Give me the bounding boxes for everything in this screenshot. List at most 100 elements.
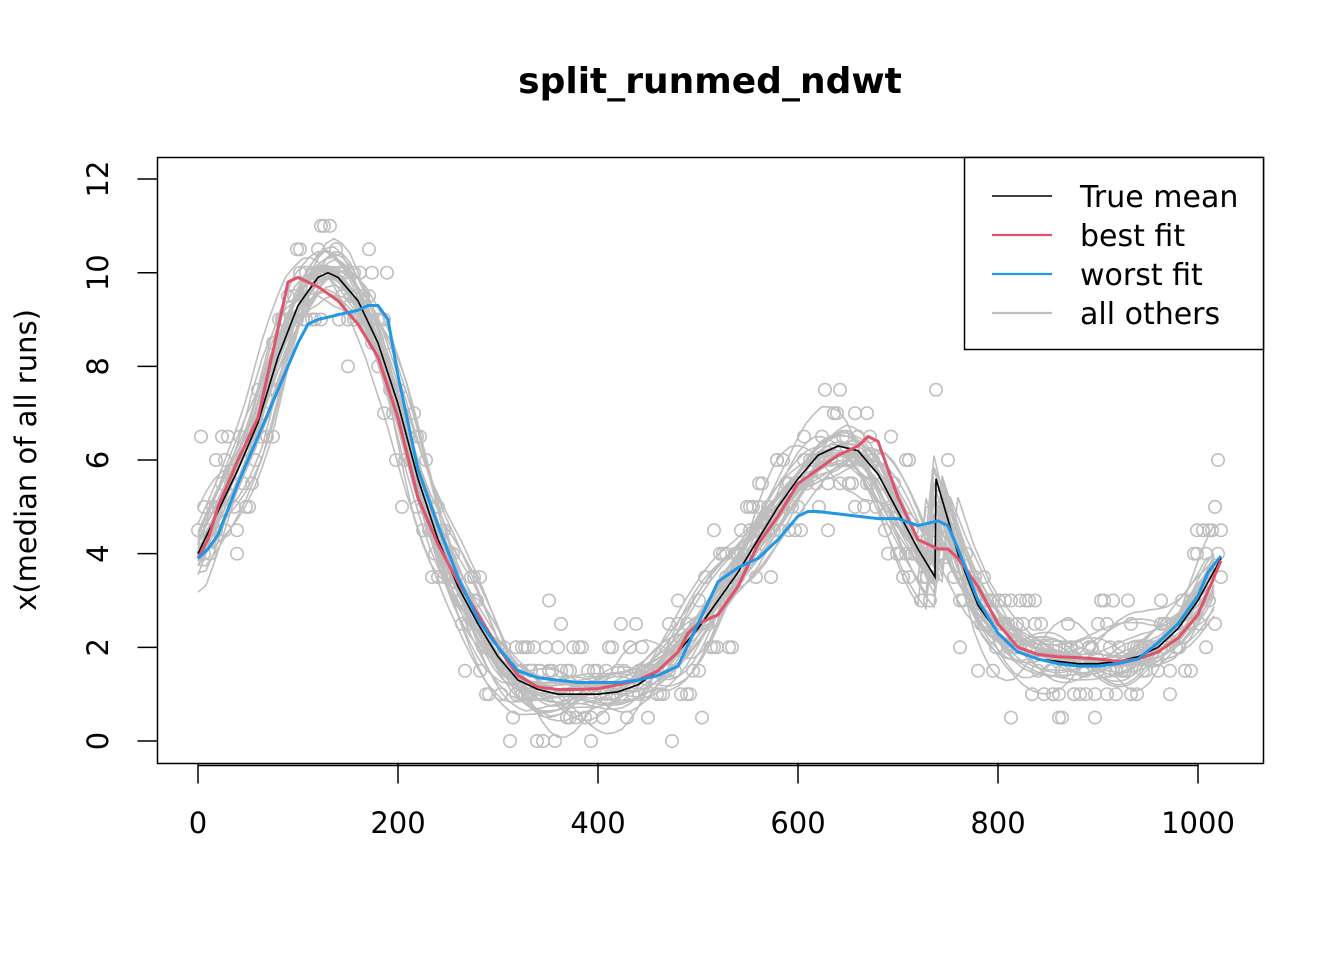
other-run-line <box>197 245 1215 719</box>
observation-point <box>541 593 556 608</box>
observation-point <box>550 640 565 655</box>
observation-point <box>847 406 862 421</box>
observation-point <box>502 733 517 748</box>
observation-point <box>601 640 616 655</box>
observation-point <box>1055 710 1070 725</box>
observation-point <box>1003 710 1018 725</box>
observation-point <box>340 359 355 374</box>
observation-point <box>493 687 508 702</box>
observation-point <box>940 452 955 467</box>
observation-point <box>1208 499 1223 514</box>
observation-point <box>787 523 802 538</box>
other-run-line <box>197 270 1215 722</box>
observation-point <box>1073 687 1088 702</box>
observation-point <box>1012 593 1027 608</box>
x-axis: 0 200 400 600 800 1000 <box>189 763 1235 840</box>
observation-point <box>316 218 331 233</box>
legend: True mean best fit worst fit all others <box>963 156 1265 351</box>
y-tick-label: 10 <box>81 254 115 291</box>
observation-point <box>928 382 943 397</box>
observation-point <box>1130 687 1145 702</box>
legend-box <box>963 156 1265 351</box>
observation-point <box>1052 710 1067 725</box>
observation-point <box>1214 523 1229 538</box>
observation-point <box>1079 687 1094 702</box>
observation-point <box>817 382 832 397</box>
observation-point <box>628 616 643 631</box>
observation-point <box>230 546 245 561</box>
observation-point <box>1028 616 1043 631</box>
series-layer <box>196 271 1223 695</box>
observation-point <box>985 663 1000 678</box>
y-tick-label: 12 <box>81 161 115 198</box>
legend-label: worst fit <box>1080 258 1203 293</box>
observation-point <box>565 640 580 655</box>
observation-point <box>1124 616 1139 631</box>
observation-point <box>1184 663 1199 678</box>
observation-point <box>1088 687 1103 702</box>
observation-point <box>847 499 862 514</box>
x-tick-label: 400 <box>570 806 625 840</box>
observation-point <box>655 687 670 702</box>
observation-point <box>1163 663 1178 678</box>
observation-point <box>745 499 760 514</box>
observation-point <box>215 429 230 444</box>
observation-point <box>289 242 304 257</box>
observation-point <box>733 523 748 538</box>
observation-point <box>664 733 679 748</box>
chart-title: split_runmed_ndwt <box>518 61 902 102</box>
observation-point <box>970 663 985 678</box>
y-tick-label: 6 <box>81 451 115 469</box>
observation-point <box>604 640 619 655</box>
legend-label: best fit <box>1080 219 1185 254</box>
observation-point <box>1037 687 1052 702</box>
observation-point <box>577 710 592 725</box>
observation-point <box>820 523 835 538</box>
x-tick-label: 800 <box>970 806 1025 840</box>
observation-point <box>748 570 763 585</box>
x-tick-label: 0 <box>189 806 207 840</box>
observation-point <box>574 640 589 655</box>
observation-point <box>922 593 937 608</box>
legend-label: all others <box>1080 297 1220 332</box>
observation-point <box>1021 593 1036 608</box>
legend-label: True mean <box>1079 180 1238 215</box>
y-tick-label: 2 <box>81 638 115 656</box>
observation-point <box>706 523 721 538</box>
observation-point <box>194 429 209 444</box>
observation-point <box>694 710 709 725</box>
observation-point <box>1100 687 1115 702</box>
observation-point <box>640 710 655 725</box>
observation-point <box>538 640 553 655</box>
observation-point <box>553 616 568 631</box>
observation-point <box>1163 687 1178 702</box>
observation-point <box>230 523 245 538</box>
observation-point <box>883 429 898 444</box>
observation-point <box>997 593 1012 608</box>
observation-point <box>952 640 967 655</box>
observation-point <box>682 687 697 702</box>
observation-point <box>1211 452 1226 467</box>
observation-point <box>1178 663 1193 678</box>
observation-point <box>859 406 874 421</box>
observation-point <box>328 242 343 257</box>
observation-point <box>322 218 337 233</box>
observation-point <box>856 499 871 514</box>
observation-point <box>394 499 409 514</box>
observation-point <box>1106 593 1121 608</box>
observation-point <box>364 265 379 280</box>
observation-point <box>763 570 778 585</box>
observation-point <box>1124 687 1139 702</box>
observation-point <box>1154 593 1169 608</box>
observation-point <box>673 687 688 702</box>
observation-point <box>1190 546 1205 561</box>
y-tick-label: 4 <box>81 544 115 562</box>
observation-point <box>292 242 307 257</box>
observation-point <box>1061 616 1076 631</box>
observation-point <box>1196 523 1211 538</box>
all-others-layer <box>191 218 1229 748</box>
observation-point <box>1028 593 1043 608</box>
observation-point <box>209 452 224 467</box>
observation-point <box>1040 640 1055 655</box>
